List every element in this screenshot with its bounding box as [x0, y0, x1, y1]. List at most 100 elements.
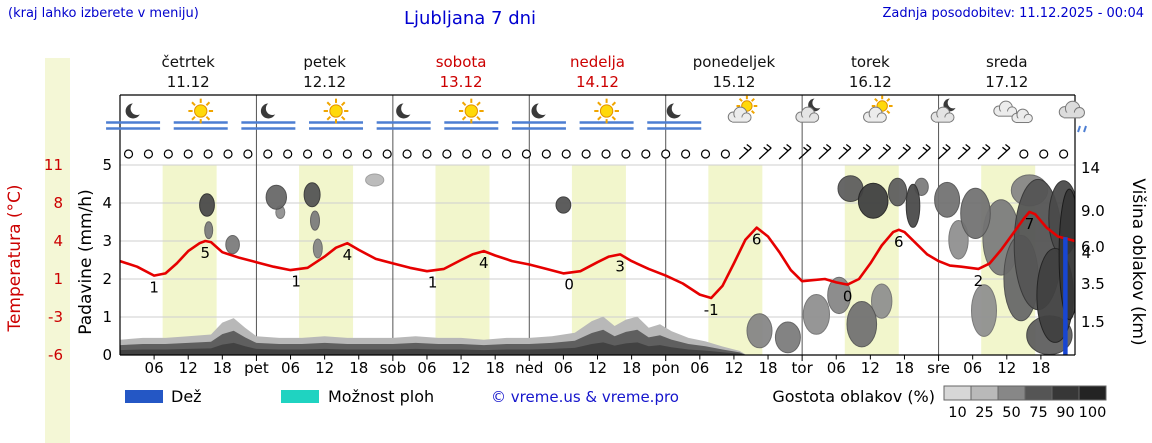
rain-bars [1063, 237, 1068, 355]
cloud-icon [993, 100, 1033, 124]
svg-text:1: 1 [428, 273, 438, 291]
temperature-curve [120, 210, 1075, 300]
svg-text:4: 4 [1082, 244, 1092, 262]
svg-text:12: 12 [452, 359, 471, 377]
moon-fog-icon [376, 102, 431, 130]
copyright-link[interactable]: © vreme.us & vreme.pro [491, 388, 679, 406]
svg-text:sreda: sreda [986, 53, 1028, 71]
sun-cloud-icon [863, 95, 893, 123]
cloud-density-label: Gostota oblakov (%) [772, 387, 935, 406]
svg-text:-1: -1 [704, 301, 719, 319]
svg-text:1: 1 [291, 272, 301, 290]
svg-text:sobota: sobota [436, 53, 487, 71]
sun-fog-icon [173, 98, 228, 130]
svg-text:3: 3 [615, 257, 625, 275]
svg-text:06: 06 [145, 359, 164, 377]
svg-text:25: 25 [975, 405, 993, 421]
day-separators [255, 95, 940, 355]
svg-text:18: 18 [1031, 359, 1050, 377]
svg-text:06: 06 [417, 359, 436, 377]
svg-text:6: 6 [894, 233, 904, 251]
svg-text:nedelja: nedelja [570, 53, 625, 71]
moon-fog-icon [511, 102, 566, 130]
rain-legend-swatch [125, 390, 163, 403]
svg-text:18: 18 [213, 359, 232, 377]
svg-text:18: 18 [349, 359, 368, 377]
svg-text:torek: torek [851, 53, 890, 71]
svg-text:06: 06 [690, 359, 709, 377]
svg-text:11: 11 [44, 156, 63, 174]
cloud-drizzle-icon [1058, 100, 1087, 133]
svg-text:12.12: 12.12 [303, 73, 346, 91]
location-hint: (kraj lahko izberete v meniju) [8, 6, 199, 21]
svg-text:18: 18 [486, 359, 505, 377]
svg-text:13.12: 13.12 [440, 73, 483, 91]
svg-text:4: 4 [479, 254, 489, 272]
wind-symbols [123, 143, 1069, 160]
svg-text:-6: -6 [48, 346, 63, 364]
moon-fog-icon [106, 102, 161, 130]
svg-text:18: 18 [758, 359, 777, 377]
svg-text:75: 75 [1029, 405, 1047, 421]
svg-text:2: 2 [974, 272, 984, 290]
svg-text:12: 12 [861, 359, 880, 377]
svg-text:14.12: 14.12 [576, 73, 619, 91]
svg-text:petek: petek [303, 53, 346, 71]
cloud-density-legend: 10 25 50 75 90 100 [943, 385, 1107, 421]
cloud-layers [120, 173, 1075, 355]
svg-text:8: 8 [53, 194, 63, 212]
sun-fog-icon [579, 98, 634, 130]
svg-text:-3: -3 [48, 308, 63, 326]
svg-text:5: 5 [102, 156, 112, 174]
svg-text:1: 1 [149, 279, 159, 297]
page-title: Ljubljana 7 dni [403, 8, 537, 29]
svg-text:90: 90 [1056, 405, 1074, 421]
left-color-strip [45, 58, 70, 443]
svg-text:sre: sre [927, 359, 950, 377]
svg-text:1: 1 [53, 270, 63, 288]
svg-text:6.0: 6.0 [1081, 238, 1105, 256]
svg-text:6: 6 [752, 231, 762, 249]
svg-text:11.12: 11.12 [167, 73, 210, 91]
svg-text:pon: pon [652, 359, 680, 377]
svg-text:9.0: 9.0 [1081, 202, 1105, 220]
svg-text:četrtek: četrtek [162, 53, 216, 71]
svg-text:2: 2 [102, 270, 112, 288]
svg-text:14: 14 [1081, 159, 1100, 177]
moon-fog-icon [647, 102, 702, 130]
last-update-text: Zadnja posodobitev: 11.12.2025 - 00:04 [882, 6, 1144, 21]
rain-legend-label: Dež [171, 387, 202, 406]
svg-text:06: 06 [963, 359, 982, 377]
svg-text:0: 0 [564, 276, 574, 294]
svg-text:1: 1 [102, 308, 112, 326]
svg-text:3: 3 [102, 232, 112, 250]
svg-text:tor: tor [792, 359, 814, 377]
svg-text:06: 06 [281, 359, 300, 377]
svg-text:100: 100 [1079, 405, 1107, 421]
svg-text:12: 12 [179, 359, 198, 377]
x-axis: 06 12 18 06 12 18 pet 06 12 18 sob 06 12 18 ned 06 12 18 p… [145, 355, 1050, 377]
svg-text:12: 12 [724, 359, 743, 377]
svg-text:16.12: 16.12 [849, 73, 892, 91]
svg-text:0: 0 [843, 288, 853, 306]
svg-text:4: 4 [343, 246, 353, 264]
day-headers: četrtek 11.12 petek 12.12 sobota 13.12 nedelja… [162, 53, 1029, 91]
moon-fog-icon [241, 102, 296, 130]
svg-text:12: 12 [588, 359, 607, 377]
svg-text:sob: sob [380, 359, 407, 377]
svg-text:06: 06 [827, 359, 846, 377]
svg-text:12: 12 [997, 359, 1016, 377]
sun-cloud-icon [727, 95, 758, 123]
sun-fog-icon [444, 98, 499, 130]
svg-text:7: 7 [1025, 215, 1035, 233]
svg-text:50: 50 [1002, 405, 1020, 421]
svg-text:ponedeljek: ponedeljek [693, 53, 776, 71]
svg-text:pet: pet [244, 359, 269, 377]
svg-text:17.12: 17.12 [985, 73, 1028, 91]
svg-text:4: 4 [53, 232, 63, 250]
svg-text:3.5: 3.5 [1081, 275, 1105, 293]
weather-icons [106, 95, 1087, 133]
svg-text:18: 18 [895, 359, 914, 377]
